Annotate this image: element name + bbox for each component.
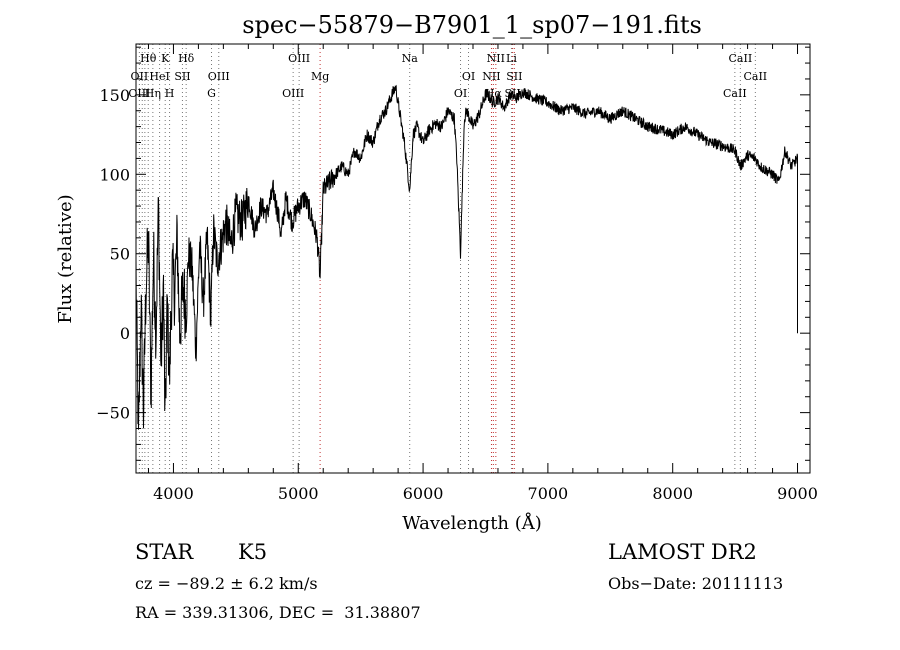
x-tick-label: 9000 <box>777 484 818 503</box>
line-label: OI <box>454 87 467 100</box>
line-label: HeI <box>149 70 169 83</box>
sky-coordinates: RA = 339.31306, DEC = 31.38807 <box>135 603 421 622</box>
line-label: CaII <box>743 70 767 83</box>
line-label: NII <box>487 52 505 65</box>
x-axis-ticks: 4000 5000 6000 7000 8000 9000 <box>147 44 818 503</box>
line-label: OIII <box>282 87 304 100</box>
survey-name: LAMOST DR2 <box>608 540 757 564</box>
y-axis-label: Flux (relative) <box>55 194 76 323</box>
line-label: NII <box>482 70 500 83</box>
line-label: Mg <box>311 70 329 83</box>
y-tick-label: −50 <box>96 404 130 423</box>
line-label: Li <box>506 52 517 65</box>
line-label: OIII <box>288 52 310 65</box>
line-label: SII <box>506 70 522 83</box>
y-tick-label: 50 <box>110 245 130 264</box>
redshift-value: cz = −89.2 ± 6.2 km/s <box>135 574 318 593</box>
line-label: Na <box>402 52 419 65</box>
x-tick-label: 7000 <box>528 484 569 503</box>
plot-frame <box>135 43 811 474</box>
y-axis-ticks: −50 0 50 100 150 <box>96 46 810 461</box>
line-label: H <box>165 87 175 100</box>
line-label: OII <box>131 70 149 83</box>
flux-series-line <box>135 84 798 430</box>
y-tick-label: 150 <box>99 86 130 105</box>
chart-title: spec−55879−B7901_1_sp07−191.fits <box>242 11 702 39</box>
line-label: Hη <box>145 87 161 100</box>
x-tick-label: 8000 <box>652 484 693 503</box>
line-label: OIII <box>208 70 230 83</box>
y-tick-label: 0 <box>120 324 130 343</box>
line-label: SII <box>174 70 190 83</box>
x-tick-label: 4000 <box>153 484 194 503</box>
object-class: STAR <box>135 540 194 564</box>
line-label: Hδ <box>178 52 195 65</box>
x-axis-label: Wavelength (Å) <box>402 512 542 534</box>
line-label: G <box>207 87 216 100</box>
line-label: CaII <box>729 52 753 65</box>
x-tick-label: 6000 <box>403 484 444 503</box>
line-label: OI <box>462 70 475 83</box>
object-subclass: K5 <box>238 540 268 564</box>
line-label: K <box>161 52 170 65</box>
line-label: CaII <box>723 87 747 100</box>
observation-date: Obs−Date: 20111113 <box>608 574 784 593</box>
y-tick-label: 100 <box>99 165 130 184</box>
line-label: Hθ <box>140 52 157 65</box>
x-tick-label: 5000 <box>278 484 319 503</box>
line-label: OIII <box>128 87 150 100</box>
